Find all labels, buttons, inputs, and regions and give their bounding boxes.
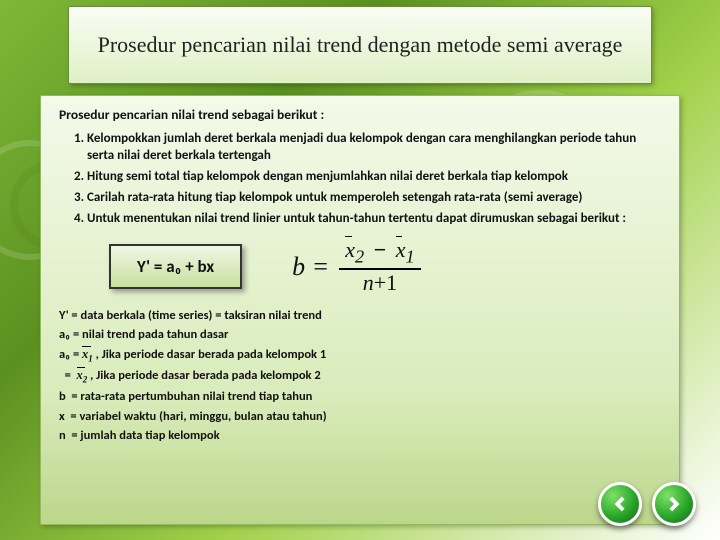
list-item: Kelompokkan jumlah deret berkala menjadi… — [87, 131, 661, 165]
x1-sub: 1 — [405, 247, 414, 267]
content-panel: Prosedur pencarian nilai trend sebagai b… — [40, 95, 680, 525]
a0-tail2: , Jika periode dasar berada pada kelompo… — [90, 368, 321, 383]
list-item: Untuk menentukan nilai trend linier untu… — [87, 211, 661, 228]
next-button[interactable] — [652, 482, 696, 526]
fraction: x2 − x1 n+1 — [339, 237, 420, 295]
den-n: n — [363, 270, 374, 295]
page-title: Prosedur pencarian nilai trend dengan me… — [84, 31, 637, 59]
definitions: Y' = data berkala (time series) = taksir… — [59, 306, 661, 446]
step-list: Kelompokkan jumlah deret berkala menjadi… — [59, 131, 661, 227]
list-item: Hitung semi total tiap kelompok dengan m… — [87, 169, 661, 186]
def-yprime: Y' = data berkala (time series) = taksir… — [59, 306, 661, 325]
x2-sym: x — [345, 237, 355, 262]
formula-box-yprime: Y' = a₀ + bx — [109, 244, 242, 289]
a0-lead: a₀ = — [59, 347, 82, 362]
x1-sym: x — [396, 237, 406, 262]
title-box: Prosedur pencarian nilai trend dengan me… — [68, 6, 652, 84]
subtitle: Prosedur pencarian nilai trend sebagai b… — [59, 106, 661, 123]
a0-tail1: , Jika periode dasar berada pada kelompo… — [96, 347, 327, 362]
formula-row: Y' = a₀ + bx b = x2 − x1 n+1 — [109, 237, 661, 295]
prev-button[interactable] — [598, 482, 642, 526]
nav-controls — [598, 482, 696, 526]
xbar1-icon: x1 — [82, 345, 93, 366]
formula-b: b = x2 − x1 n+1 — [292, 237, 420, 295]
arrow-left-icon — [609, 493, 631, 515]
list-item: Carilah rata-rata hitung tiap kelompok u… — [87, 190, 661, 207]
xbar2-icon: x2 — [77, 366, 88, 387]
def-a0-line1: a₀ = x1 , Jika periode dasar berada pada… — [59, 345, 661, 366]
x2-sub: 2 — [355, 247, 364, 267]
den-plus1: +1 — [374, 270, 397, 295]
a0-eq: = — [59, 368, 74, 383]
def-x: x = variabel waktu (hari, minggu, bulan … — [59, 407, 661, 426]
minus-sym: − — [374, 237, 387, 262]
b-lhs: b = — [292, 252, 329, 282]
def-a0base: a₀ = nilai trend pada tahun dasar — [59, 325, 661, 344]
def-b: b = rata-rata pertumbuhan nilai trend ti… — [59, 387, 661, 406]
def-a0-line2: = x2 , Jika periode dasar berada pada ke… — [59, 366, 661, 387]
def-n: n = jumlah data tiap kelompok — [59, 426, 661, 445]
arrow-right-icon — [663, 493, 685, 515]
